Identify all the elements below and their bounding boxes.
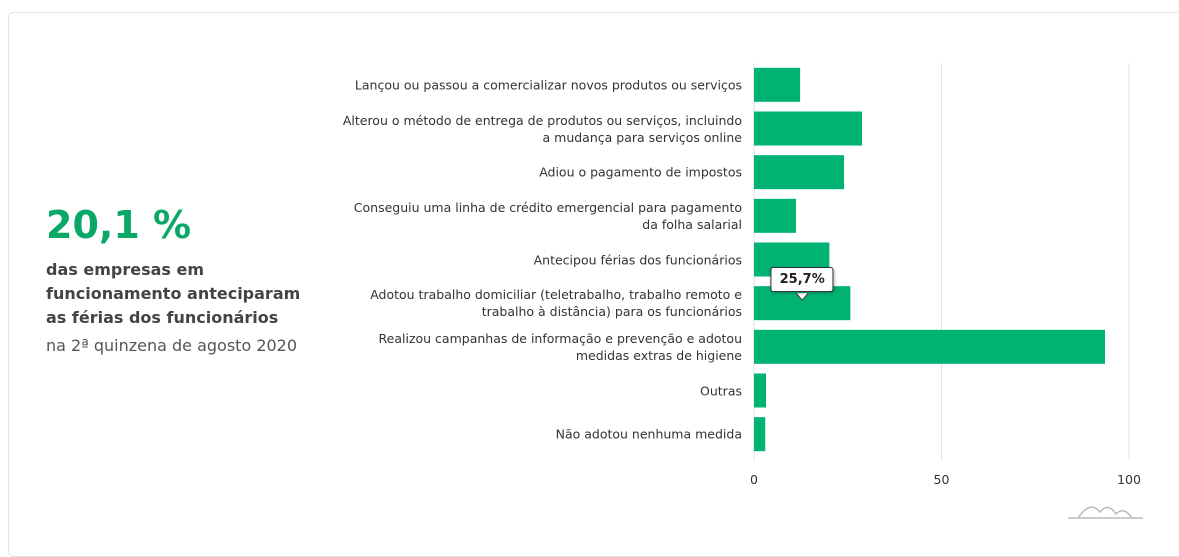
category-label: Adotou trabalho domiciliar (teletrabalho… <box>370 287 742 320</box>
bar <box>754 373 766 408</box>
x-tick-label: 0 <box>750 472 758 487</box>
x-tick-label: 100 <box>1117 472 1141 487</box>
bar <box>754 329 1105 364</box>
bar <box>754 111 862 146</box>
logo <box>1068 506 1143 519</box>
category-label: Realizou campanhas de informação e preve… <box>378 330 742 363</box>
bar <box>754 155 844 190</box>
category-label: Adiou o pagamento de impostos <box>539 164 742 180</box>
bar <box>754 67 801 102</box>
category-label: Não adotou nenhuma medida <box>555 426 742 442</box>
description: das empresas em funcionamento antecipara… <box>46 260 301 327</box>
tooltip: 25,7% <box>770 267 834 293</box>
bar <box>754 417 766 452</box>
headline: 20,1 % <box>46 203 192 247</box>
category-label: Alterou o método de entrega de produtos … <box>342 112 742 145</box>
tooltip-arrow <box>795 292 809 301</box>
category-label: Conseguiu uma linha de crédito emergenci… <box>353 199 742 232</box>
category-label: Lançou ou passou a comercializar novos p… <box>354 77 742 93</box>
bar <box>754 198 796 233</box>
category-label: Outras <box>700 383 742 398</box>
category-label: Antecipou férias dos funcionários <box>533 252 742 267</box>
period: na 2ª quinzena de agosto 2020 <box>46 336 298 355</box>
x-tick-label: 50 <box>934 472 950 487</box>
